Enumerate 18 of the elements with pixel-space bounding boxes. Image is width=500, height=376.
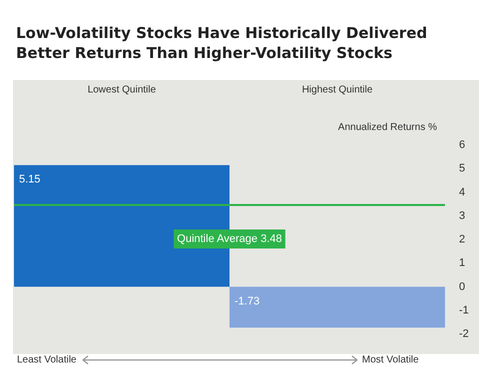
y-tick-label: -1	[459, 304, 469, 316]
y-tick-label: 3	[459, 210, 466, 222]
y-axis-title: Annualized Returns %	[338, 122, 438, 133]
text: Most Volatile	[362, 354, 420, 366]
data-label: -1.73	[234, 295, 260, 308]
y-tick-label: -2	[459, 328, 469, 340]
x-tick-label: Highest Quintile	[302, 84, 373, 96]
text: Least Volatile	[17, 354, 77, 366]
y-tick-label: 0	[459, 280, 466, 293]
ref-line-label: Quintile Average 3.48	[177, 233, 282, 246]
y-tick-label: 2	[459, 234, 466, 246]
y-tick-label: 1	[459, 257, 466, 270]
y-tick-label: 6	[459, 139, 466, 151]
x-tick-label: Lowest Quintile	[88, 84, 156, 96]
y-tick-label: 5	[459, 162, 466, 175]
data-label: 5.15	[19, 174, 40, 186]
y-tick-label: 4	[459, 186, 466, 198]
chart-title: Low-Volatility Stocks Have Historically Delivered Better Returns Than Higher-Volatility Stocks	[16, 24, 432, 62]
